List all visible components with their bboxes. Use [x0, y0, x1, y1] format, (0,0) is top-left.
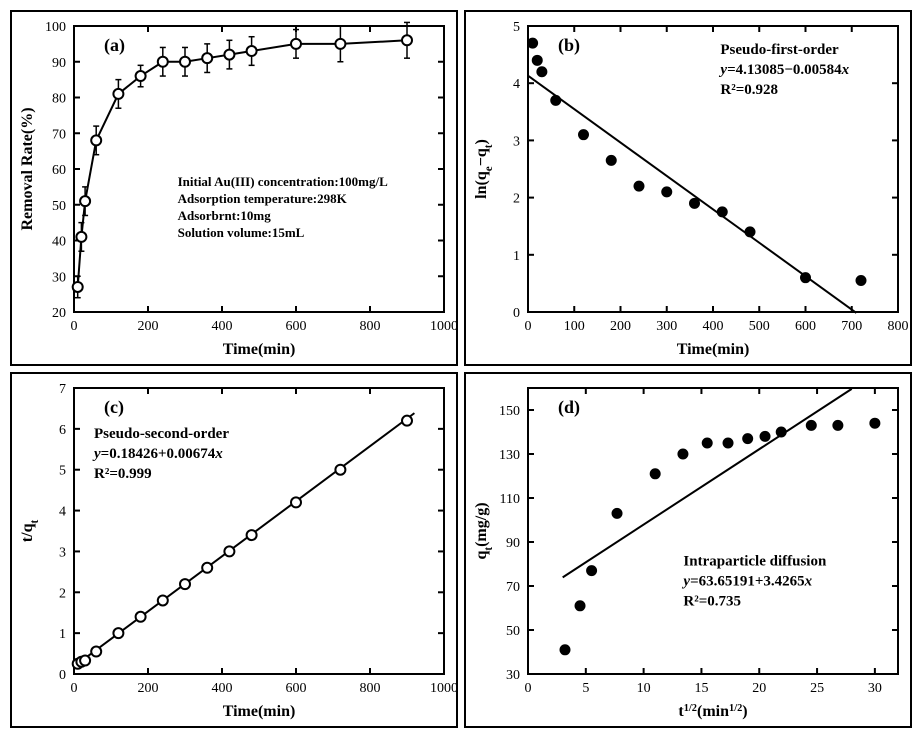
- svg-text:400: 400: [212, 319, 233, 334]
- svg-text:800: 800: [888, 319, 909, 334]
- svg-text:0: 0: [71, 681, 78, 696]
- svg-text:(c): (c): [104, 397, 124, 418]
- svg-text:3: 3: [513, 134, 520, 149]
- svg-text:4: 4: [513, 77, 520, 92]
- svg-text:100: 100: [564, 319, 585, 334]
- chart-grid: 020040060080010002030405060708090100Time…: [10, 10, 908, 727]
- svg-text:(a): (a): [104, 35, 125, 56]
- svg-text:1: 1: [513, 249, 520, 264]
- svg-text:Pseudo-first-order: Pseudo-first-order: [720, 42, 839, 58]
- svg-text:50: 50: [52, 199, 66, 214]
- svg-text:110: 110: [500, 492, 520, 507]
- svg-text:600: 600: [286, 319, 307, 334]
- svg-text:Pseudo-second-order: Pseudo-second-order: [94, 426, 229, 442]
- svg-text:700: 700: [841, 319, 862, 334]
- svg-text:0: 0: [59, 668, 66, 683]
- svg-text:Intraparticle diffusion: Intraparticle diffusion: [683, 553, 827, 569]
- chart-c: 0 200 400 600 800 1000 0 1 2 3 4 5 6 7 Time(min) t/qt (c…: [12, 374, 456, 726]
- svg-text:300: 300: [656, 319, 677, 334]
- svg-text:600: 600: [286, 681, 307, 696]
- svg-text:90: 90: [52, 56, 66, 71]
- svg-text:1: 1: [59, 627, 66, 642]
- svg-text:20: 20: [752, 681, 766, 696]
- svg-text:70: 70: [506, 580, 520, 595]
- svg-text:30: 30: [506, 668, 520, 683]
- svg-text:130: 130: [499, 448, 520, 463]
- svg-text:60: 60: [52, 163, 66, 178]
- svg-text:0: 0: [525, 319, 532, 334]
- svg-text:y=63.65191+3.4265x: y=63.65191+3.4265x: [681, 573, 812, 589]
- svg-text:7: 7: [59, 382, 66, 397]
- svg-text:Time(min): Time(min): [223, 341, 296, 358]
- panel-c: 0 200 400 600 800 1000 0 1 2 3 4 5 6 7 Time(min) t/qt (c…: [10, 372, 458, 728]
- svg-text:Time(min): Time(min): [677, 341, 750, 358]
- svg-text:30: 30: [868, 681, 882, 696]
- svg-text:5: 5: [513, 20, 520, 35]
- svg-text:200: 200: [610, 319, 631, 334]
- svg-text:20: 20: [52, 306, 66, 321]
- svg-text:0: 0: [71, 319, 78, 334]
- svg-text:800: 800: [360, 319, 381, 334]
- svg-text:70: 70: [52, 127, 66, 142]
- svg-text:2: 2: [513, 192, 520, 207]
- svg-text:90: 90: [506, 536, 520, 551]
- svg-text:(b): (b): [558, 35, 580, 56]
- svg-text:ln(qe−qt): ln(qe−qt): [473, 139, 495, 199]
- svg-text:50: 50: [506, 624, 520, 639]
- svg-text:600: 600: [795, 319, 816, 334]
- svg-text:Adsorption temperature:298K: Adsorption temperature:298K: [178, 191, 348, 206]
- chart-d: 0 5 10 15 20 25 30 30 50 70 90 110 130 150 t1/2(min1/2…: [466, 374, 910, 726]
- svg-text:400: 400: [212, 681, 233, 696]
- svg-text:Initial Au(III) concentration:: Initial Au(III) concentration:100mg/L: [178, 174, 389, 189]
- svg-text:200: 200: [138, 319, 159, 334]
- panel-d: 0 5 10 15 20 25 30 30 50 70 90 110 130 150 t1/2(min1/2…: [464, 372, 912, 728]
- svg-text:800: 800: [360, 681, 381, 696]
- svg-text:5: 5: [582, 681, 589, 696]
- chart-b: 0 100 200 300 400 500 600 700 800 0 1 2 3 4 5 Time(min)…: [466, 12, 910, 364]
- panel-a: 0 200 400 600 800 1000 20 30 40 50 60 70 80 90 100 Time…: [10, 10, 458, 366]
- svg-text:0: 0: [525, 681, 532, 696]
- svg-text:y=0.18426+0.00674x: y=0.18426+0.00674x: [92, 446, 223, 462]
- svg-text:Removal Rate(%): Removal Rate(%): [19, 107, 36, 230]
- svg-text:R²=0.928: R²=0.928: [720, 82, 778, 98]
- svg-text:15: 15: [694, 681, 708, 696]
- svg-text:1000: 1000: [430, 681, 456, 696]
- svg-text:40: 40: [52, 235, 66, 250]
- svg-text:6: 6: [59, 423, 66, 438]
- svg-text:200: 200: [138, 681, 159, 696]
- svg-text:0: 0: [513, 306, 520, 321]
- svg-text:(d): (d): [558, 397, 580, 418]
- svg-text:t/qt: t/qt: [19, 520, 41, 543]
- panel-b: 0 100 200 300 400 500 600 700 800 0 1 2 3 4 5 Time(min)…: [464, 10, 912, 366]
- svg-text:5: 5: [59, 464, 66, 479]
- svg-text:Solution volume:15mL: Solution volume:15mL: [178, 225, 305, 240]
- svg-text:150: 150: [499, 404, 520, 419]
- svg-text:1000: 1000: [430, 319, 456, 334]
- svg-text:500: 500: [749, 319, 770, 334]
- svg-text:R²=0.735: R²=0.735: [683, 593, 741, 609]
- chart-a: 0 200 400 600 800 1000 20 30 40 50 60 70 80 90 100 Time…: [12, 12, 456, 364]
- svg-text:qt(mg/g): qt(mg/g): [473, 502, 495, 559]
- svg-text:2: 2: [59, 586, 66, 601]
- svg-text:y=4.13085−0.00584x: y=4.13085−0.00584x: [718, 62, 849, 78]
- svg-text:100: 100: [45, 20, 66, 35]
- svg-text:3: 3: [59, 545, 66, 560]
- svg-text:Adsorbrnt:10mg: Adsorbrnt:10mg: [178, 208, 272, 223]
- svg-text:t1/2(min1/2): t1/2(min1/2): [678, 703, 747, 721]
- svg-text:R²=0.999: R²=0.999: [94, 466, 152, 482]
- svg-text:Time(min): Time(min): [223, 703, 296, 720]
- svg-text:4: 4: [59, 505, 66, 520]
- svg-text:400: 400: [703, 319, 724, 334]
- svg-text:25: 25: [810, 681, 824, 696]
- svg-text:80: 80: [52, 92, 66, 107]
- svg-text:30: 30: [52, 270, 66, 285]
- svg-text:10: 10: [637, 681, 651, 696]
